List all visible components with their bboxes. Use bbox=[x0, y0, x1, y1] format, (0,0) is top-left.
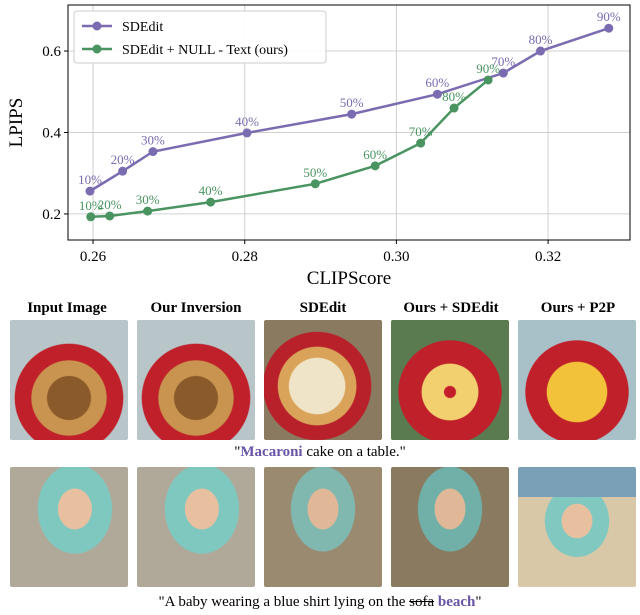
column-header: SDEdit bbox=[260, 300, 386, 317]
point-label: 20% bbox=[98, 197, 122, 212]
data-point bbox=[450, 104, 459, 113]
caption-highlight: Macaroni bbox=[240, 444, 302, 460]
data-point bbox=[604, 24, 613, 33]
data-point bbox=[206, 198, 215, 207]
legend-label: SDEdit + NULL - Text (ours) bbox=[122, 43, 288, 58]
data-point bbox=[105, 211, 114, 220]
image bbox=[391, 320, 509, 440]
x-tick-label: 0.32 bbox=[535, 249, 561, 265]
column-header: Ours + P2P bbox=[515, 300, 640, 317]
image bbox=[391, 467, 509, 587]
image bbox=[10, 467, 128, 587]
image bbox=[518, 467, 636, 587]
point-label: 90% bbox=[597, 9, 621, 24]
point-label: 30% bbox=[136, 192, 160, 207]
point-label: 60% bbox=[425, 75, 449, 90]
column-header: Our Inversion bbox=[133, 300, 259, 317]
column-header: Input Image bbox=[4, 300, 130, 317]
data-point bbox=[499, 69, 508, 78]
caption: "A baby wearing a blue shirt lying on th… bbox=[0, 594, 640, 611]
data-point bbox=[347, 110, 356, 119]
data-point bbox=[311, 179, 320, 188]
data-point bbox=[242, 128, 251, 137]
data-point bbox=[85, 187, 94, 196]
data-point bbox=[416, 139, 425, 148]
image bbox=[10, 320, 128, 440]
point-label: 70% bbox=[409, 124, 433, 139]
x-axis-label: CLIPScore bbox=[307, 268, 391, 289]
caption-strike: sofa bbox=[409, 594, 434, 610]
point-label: 10% bbox=[78, 172, 102, 187]
point-label: 40% bbox=[199, 183, 223, 198]
data-point bbox=[484, 75, 493, 84]
caption-text: cake on a table." bbox=[303, 444, 406, 460]
point-label: 30% bbox=[141, 133, 165, 148]
image bbox=[518, 320, 636, 440]
image bbox=[137, 320, 255, 440]
data-point bbox=[148, 147, 157, 156]
point-label: 80% bbox=[529, 32, 553, 47]
x-tick-label: 0.28 bbox=[232, 249, 258, 265]
point-label: 50% bbox=[303, 165, 327, 180]
y-axis-label: LPIPS bbox=[6, 98, 27, 148]
caption-text: " bbox=[475, 594, 481, 610]
y-tick-label: 0.4 bbox=[42, 125, 61, 141]
y-tick-label: 0.2 bbox=[42, 207, 61, 223]
chart: 0.26 0.28 0.30 0.32 0.2 0.4 0.6 CLIPScore LPIPS 1… bbox=[0, 0, 640, 292]
legend-label: SDEdit bbox=[122, 20, 163, 35]
point-label: 80% bbox=[442, 89, 466, 104]
point-label: 90% bbox=[476, 61, 500, 76]
point-label: 60% bbox=[363, 147, 387, 162]
caption: "Macaroni cake on a table." bbox=[0, 444, 640, 461]
x-tick-label: 0.26 bbox=[80, 249, 107, 265]
data-point bbox=[536, 47, 545, 56]
data-point bbox=[118, 167, 127, 176]
data-point bbox=[143, 207, 152, 216]
y-tick-label: 0.6 bbox=[42, 44, 61, 60]
x-tick-label: 0.30 bbox=[383, 249, 409, 265]
image bbox=[264, 320, 382, 440]
point-label: 50% bbox=[340, 95, 364, 110]
data-point bbox=[371, 161, 380, 170]
point-label: 40% bbox=[235, 114, 259, 129]
legend-marker bbox=[93, 22, 102, 31]
image bbox=[137, 467, 255, 587]
caption-text: "A baby wearing a blue shirt lying on th… bbox=[158, 594, 409, 610]
column-header: Ours + SDEdit bbox=[388, 300, 514, 317]
legend-marker bbox=[93, 45, 102, 54]
image bbox=[264, 467, 382, 587]
data-point bbox=[86, 212, 95, 221]
data-point bbox=[433, 90, 442, 99]
page: 0.26 0.28 0.30 0.32 0.2 0.4 0.6 CLIPScore LPIPS 1… bbox=[0, 0, 640, 615]
point-label: 20% bbox=[111, 152, 135, 167]
caption-highlight: beach bbox=[438, 594, 476, 610]
